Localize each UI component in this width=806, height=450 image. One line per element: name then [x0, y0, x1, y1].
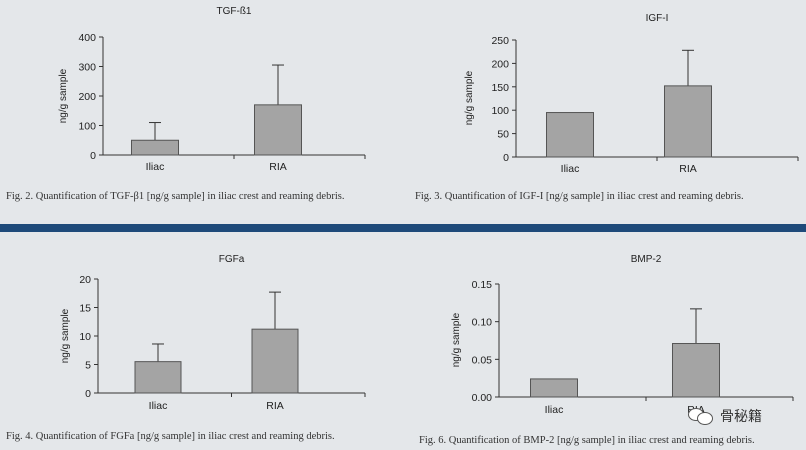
chart-panel-igf: IGF-I ng/g sample 0 50 100 150 200 250 Iliac RIA …	[403, 0, 806, 224]
section-divider	[0, 224, 806, 232]
x-category-label: RIA	[266, 400, 284, 412]
chart-title: IGF-I	[646, 13, 669, 24]
x-category-label: Iliac	[545, 404, 564, 416]
y-tick-label: 250	[491, 35, 509, 47]
bar-iliac	[546, 112, 594, 158]
y-tick-label: 0.00	[472, 392, 493, 404]
caption-fig3: Fig. 3. Quantification of IGF-I [ng/g sa…	[415, 191, 744, 202]
y-tick-label: 100	[491, 105, 509, 117]
y-axis-label: ng/g sample	[60, 308, 71, 363]
y-tick-label: 400	[78, 32, 96, 44]
bar-iliac	[131, 139, 179, 156]
y-tick-label: 200	[491, 58, 509, 70]
y-tick-label: 100	[78, 121, 96, 133]
chart-panel-fgfa: FGFa ng/g sample 0 5 10 15 20 Iliac RIA Fig. 4. …	[0, 232, 403, 450]
y-axis-label: ng/g sample	[58, 68, 69, 123]
caption-fig2: Fig. 2. Quantification of TGF-β1 [ng/g s…	[6, 191, 345, 202]
x-category-label: RIA	[269, 161, 287, 173]
y-tick-label: 0.15	[472, 279, 493, 291]
x-category-label: Iliac	[561, 163, 580, 175]
bar-ria	[664, 85, 712, 158]
chart-tgf-beta1: TGF-ß1 ng/g sample 0 100 200 300 400 Iliac RIA	[58, 6, 366, 173]
y-tick-label: 20	[79, 274, 91, 286]
y-tick-label: 0	[90, 150, 96, 162]
y-tick-label: 0	[85, 388, 91, 400]
chat-bubbles-icon	[688, 406, 714, 426]
y-tick-label: 15	[79, 303, 91, 315]
bar-ria	[672, 343, 720, 398]
y-tick-label: 0.10	[472, 317, 493, 329]
x-category-label: RIA	[679, 163, 697, 175]
y-tick-label: 10	[79, 331, 91, 343]
chart-igf-1: IGF-I ng/g sample 0 50 100 150 200 250 Iliac RIA	[464, 13, 799, 175]
bar-iliac	[134, 361, 182, 394]
caption-fig4: Fig. 4. Quantification of FGFa [ng/g sam…	[6, 431, 335, 442]
y-tick-label: 150	[491, 82, 509, 94]
bar-ria	[251, 328, 299, 394]
x-category-label: Iliac	[149, 400, 168, 412]
y-tick-label: 200	[78, 91, 96, 103]
chart-panel-tgf: TGF-ß1 ng/g sample 0 100 200 300 400 Iliac RIA F…	[0, 0, 403, 224]
y-tick-label: 5	[85, 360, 91, 372]
watermark-text: 骨秘籍	[720, 409, 762, 425]
chart-fgfa: FGFa ng/g sample 0 5 10 15 20 Iliac RIA	[60, 254, 366, 412]
y-axis-label: ng/g sample	[451, 312, 462, 367]
chart-panel-bmp2: BMP-2ng/g sample0.000.050.100.15IliacRIA…	[403, 232, 806, 450]
chart-title: TGF-ß1	[217, 6, 252, 17]
y-tick-label: 0	[503, 152, 509, 164]
bar-ria	[254, 104, 302, 156]
chart-title: FGFa	[219, 254, 245, 265]
caption-fig6: Fig. 6. Quantification of BMP-2 [ng/g sa…	[419, 435, 755, 446]
y-tick-label: 50	[497, 129, 509, 141]
x-category-label: Iliac	[146, 161, 165, 173]
chart-title: BMP-2	[631, 254, 662, 265]
watermark: 骨秘籍	[688, 406, 762, 426]
bar-iliac	[530, 378, 578, 398]
y-tick-label: 0.05	[472, 354, 493, 366]
y-axis-label: ng/g sample	[464, 70, 475, 125]
y-tick-label: 300	[78, 62, 96, 74]
